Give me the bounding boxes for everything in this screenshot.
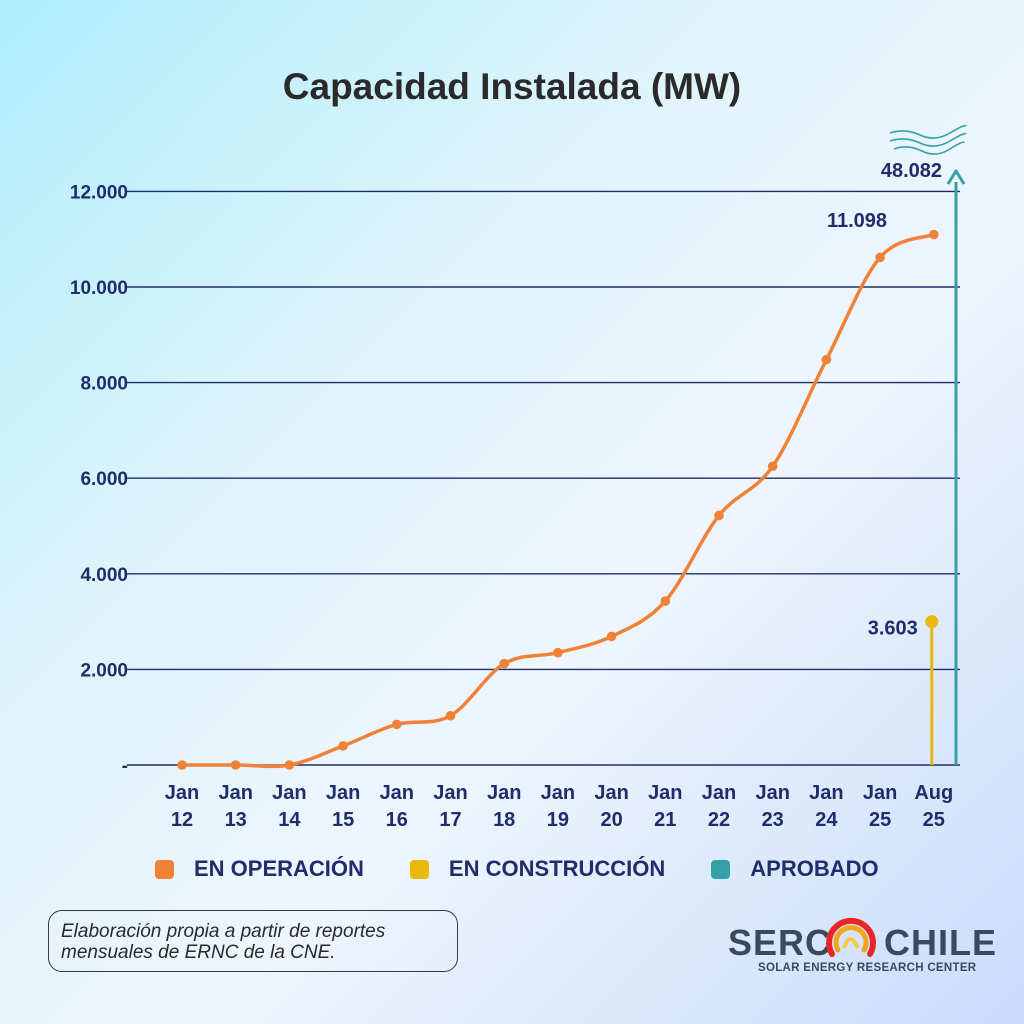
legend-label: EN OPERACIÓN [194, 856, 364, 881]
source-note-line: Elaboración propia a partir de reportes [61, 921, 386, 942]
x-tick-label: Jan [218, 782, 252, 804]
x-tick-label: Jan [863, 782, 897, 804]
x-tick-label: 25 [869, 809, 891, 831]
operacion-data-point [230, 760, 241, 770]
x-tick-label: Jan [755, 782, 789, 804]
marker-layer: 11.098 3.603 48.082 [827, 124, 967, 765]
operacion-data-point [660, 596, 671, 606]
operacion-data-point [875, 252, 885, 263]
x-tick-label: 12 [171, 809, 193, 831]
x-tick-label: Jan [648, 782, 682, 804]
sun-logo-icon [826, 917, 876, 957]
x-tick-label: Jan [487, 782, 521, 804]
serc-chile-logo: SERC CHILE SOLAR ENERGY RESEARCH CENTER [728, 904, 996, 984]
x-tick-label: 21 [654, 809, 676, 831]
y-tick-label: 12.000 [70, 182, 128, 203]
operacion-data-point [821, 354, 832, 365]
x-tick-label: Jan [541, 782, 575, 804]
operacion-data-point [177, 760, 187, 770]
operacion-data-point [929, 229, 939, 240]
aprobado-arrow-head [946, 169, 966, 185]
source-note-line: mensuales de ERNC de la CNE. [61, 942, 336, 963]
x-tick-label: Jan [380, 782, 414, 804]
x-tick-label: Jan [326, 782, 360, 804]
series-layer [177, 229, 939, 770]
y-tick-label: - [122, 756, 128, 777]
x-axis-ticks: Jan 12 Jan 13 Jan 14 Jan 15 Jan 16 Jan 17 Jan 18 Jan 19… [165, 782, 953, 831]
x-tick-label: Jan [165, 782, 199, 804]
logo-subtitle: SOLAR ENERGY RESEARCH CENTER [758, 962, 977, 974]
operacion-data-point [445, 710, 456, 721]
x-tick-label: Jan [702, 782, 736, 804]
x-tick-label: Jan [809, 782, 843, 804]
legend-item-operacion[interactable]: EN OPERACIÓN [155, 856, 364, 882]
x-tick-label: 25 [923, 809, 945, 831]
logo-text-left: SERC [728, 922, 833, 963]
legend-swatch [155, 859, 174, 879]
x-tick-label: 22 [708, 809, 730, 831]
logo-wordmark: SERC CHILE [728, 922, 997, 964]
legend-label: APROBADO [750, 856, 879, 881]
aprobado-value-label: 48.082 [881, 160, 942, 182]
operacion-data-point [392, 719, 402, 730]
y-tick-label: 4.000 [80, 565, 128, 586]
x-tick-label: Jan [433, 782, 467, 804]
y-tick-label: 10.000 [70, 278, 128, 299]
x-tick-label: 13 [225, 809, 247, 831]
x-tick-label: 19 [547, 809, 569, 831]
operacion-data-point [606, 631, 617, 642]
x-tick-label: 15 [332, 809, 354, 831]
logo-text-right: CHILE [884, 922, 998, 963]
x-tick-label: Jan [594, 782, 628, 804]
operacion-data-point [767, 461, 778, 472]
y-tick-label: 6.000 [80, 469, 128, 490]
operacion-last-value-label: 11.098 [827, 210, 887, 232]
x-tick-label: 23 [762, 809, 784, 831]
axis-break-line [889, 124, 967, 139]
y-axis-ticks: - 2.000 4.000 6.000 8.000 10.000 12.000 [70, 182, 128, 777]
source-note: Elaboración propia a partir de reportes … [48, 910, 458, 972]
legend-item-construccion[interactable]: EN CONSTRUCCIÓN [409, 856, 666, 882]
legend-swatch [409, 859, 429, 879]
x-tick-label: Jan [272, 782, 306, 804]
operacion-data-point [284, 760, 295, 770]
operacion-data-point [553, 647, 563, 658]
chart-title: Capacidad Instalada (MW) [282, 66, 742, 107]
operacion-series-line [180, 232, 936, 769]
y-tick-label: 2.000 [80, 660, 128, 681]
x-tick-label: 24 [815, 809, 838, 831]
x-tick-label: 20 [600, 809, 622, 831]
x-tick-label: 17 [439, 809, 461, 831]
legend-label: EN CONSTRUCCIÓN [448, 856, 666, 881]
legend: EN OPERACIÓN EN CONSTRUCCIÓN APROBADO [155, 856, 925, 882]
operacion-data-point [338, 741, 348, 751]
x-tick-label: Aug [914, 782, 953, 804]
x-tick-label: 16 [386, 809, 408, 831]
legend-swatch [711, 859, 731, 879]
construccion-point [925, 615, 939, 629]
axis-break-line [893, 141, 965, 155]
legend-item-aprobado[interactable]: APROBADO [711, 856, 879, 882]
x-tick-label: 14 [278, 809, 301, 831]
operacion-data-point [499, 658, 510, 669]
construccion-value-label: 3.603 [868, 618, 918, 640]
x-tick-label: 18 [493, 809, 515, 831]
y-tick-label: 8.000 [80, 374, 128, 395]
axis-break-line [889, 132, 967, 147]
grid-layer [127, 190, 960, 766]
operacion-data-point [714, 510, 724, 521]
